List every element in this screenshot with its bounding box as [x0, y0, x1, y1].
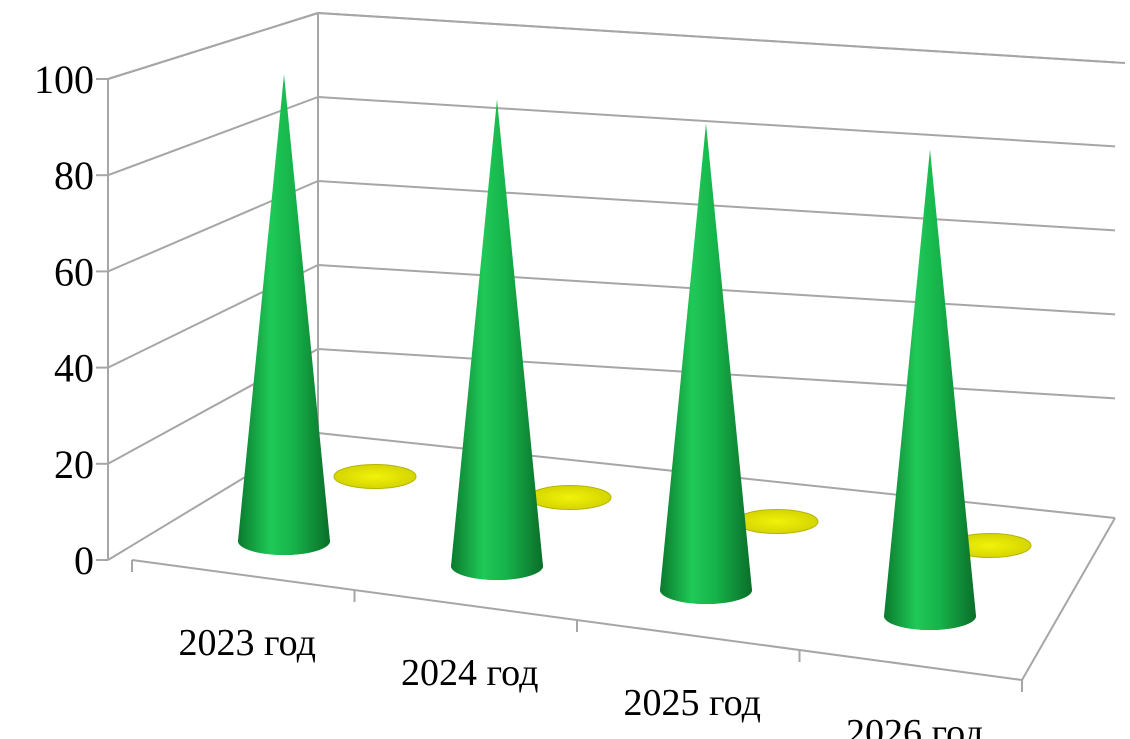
x-category-label: 2025 год	[624, 682, 761, 724]
series-2-discs	[333, 464, 1032, 558]
x-category-label: 2023 год	[179, 622, 316, 664]
y-tick-label: 60	[54, 249, 94, 294]
x-axis-ticks: 2023 год 2024 год 2025 год 2026 год	[131, 560, 1023, 739]
disc-bar	[735, 509, 819, 534]
y-tick-label: 80	[54, 153, 94, 198]
x-category-label: 2026 год	[846, 712, 983, 739]
disc-bar	[333, 464, 417, 489]
cone-bar	[884, 149, 976, 630]
gridline-back	[317, 12, 1116, 64]
gridline-back	[317, 96, 1116, 148]
y-tick-label: 0	[74, 538, 94, 583]
floor-right-edge	[1021, 517, 1116, 681]
gridline-side	[107, 12, 319, 80]
x-category-label: 2024 год	[401, 652, 538, 694]
y-tick-label: 20	[54, 442, 94, 487]
gridline-back	[317, 180, 1116, 232]
y-tick-label: 100	[34, 57, 94, 102]
cone-bar	[451, 99, 543, 581]
y-axis-ticks: 0 20 40 60 80 100	[34, 57, 108, 583]
series-1-cones	[238, 74, 976, 630]
cone-bar	[660, 123, 752, 605]
disc-bar	[528, 485, 612, 510]
cone-bar	[238, 74, 330, 556]
y-tick-label: 40	[54, 346, 94, 391]
